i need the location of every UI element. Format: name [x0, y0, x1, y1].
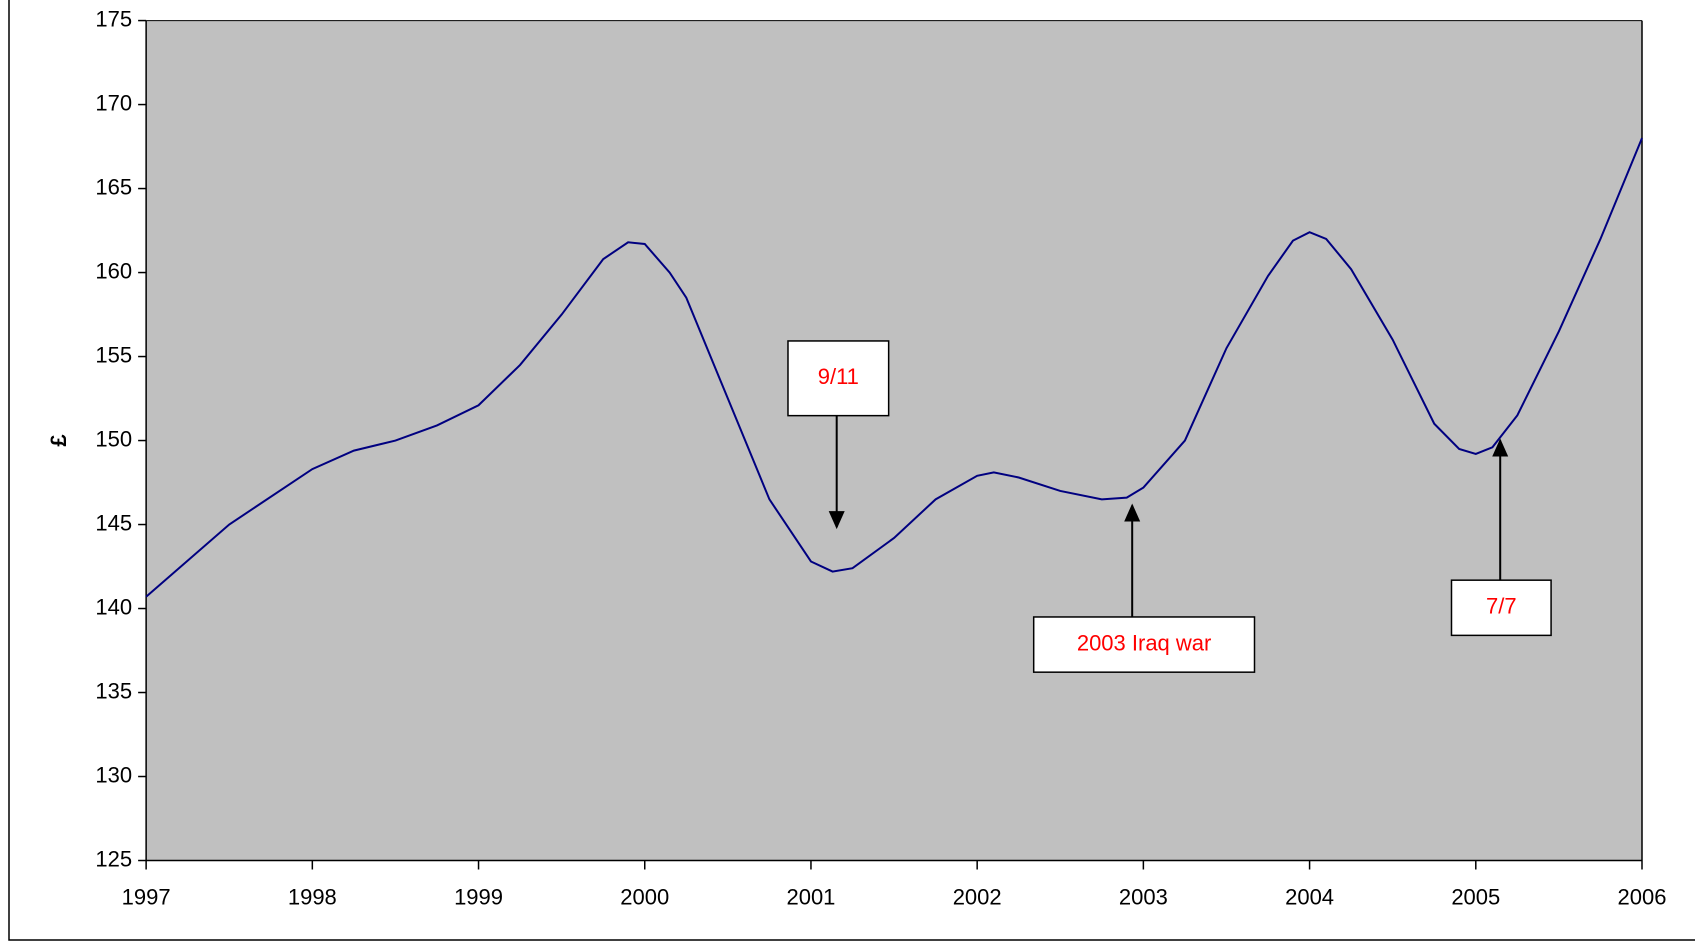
x-tick-label: 2000: [620, 884, 669, 909]
x-tick-label: 2003: [1119, 884, 1168, 909]
y-tick-label: 135: [95, 678, 132, 703]
y-tick-label: 150: [95, 426, 132, 451]
y-tick-label: 125: [95, 846, 132, 871]
x-tick-label: 2004: [1285, 884, 1334, 909]
data-line: [145, 137, 1643, 598]
y-tick-label: 155: [95, 342, 132, 367]
annotation-box: [1032, 616, 1256, 673]
y-tick-label: 130: [95, 762, 132, 787]
plot-area: [146, 20, 1643, 861]
y-tick-label: 165: [95, 174, 132, 199]
y-tick-label: 140: [95, 594, 132, 619]
y-tick-label: 170: [95, 90, 132, 115]
x-tick-label: 1999: [454, 884, 503, 909]
x-tick-label: 2001: [786, 884, 835, 909]
annotation-box: [1450, 579, 1552, 637]
x-tick-label: 1997: [122, 884, 171, 909]
x-tick-label: 2006: [1618, 884, 1667, 909]
y-tick-label: 175: [95, 6, 132, 31]
x-tick-label: 2005: [1451, 884, 1500, 909]
y-tick-label: 145: [95, 510, 132, 535]
annotation-text: 9/11: [818, 364, 859, 389]
annotation-text: 7/7: [1486, 594, 1517, 619]
annotation-box: [787, 340, 890, 417]
x-tick-label: 2002: [953, 884, 1002, 909]
y-tick-label: 160: [95, 258, 132, 283]
y-axis-label: £: [46, 434, 71, 447]
annotation-text: 2003 Iraq war: [1077, 630, 1212, 655]
x-tick-label: 1998: [288, 884, 337, 909]
chart-frame: [8, 0, 1695, 941]
